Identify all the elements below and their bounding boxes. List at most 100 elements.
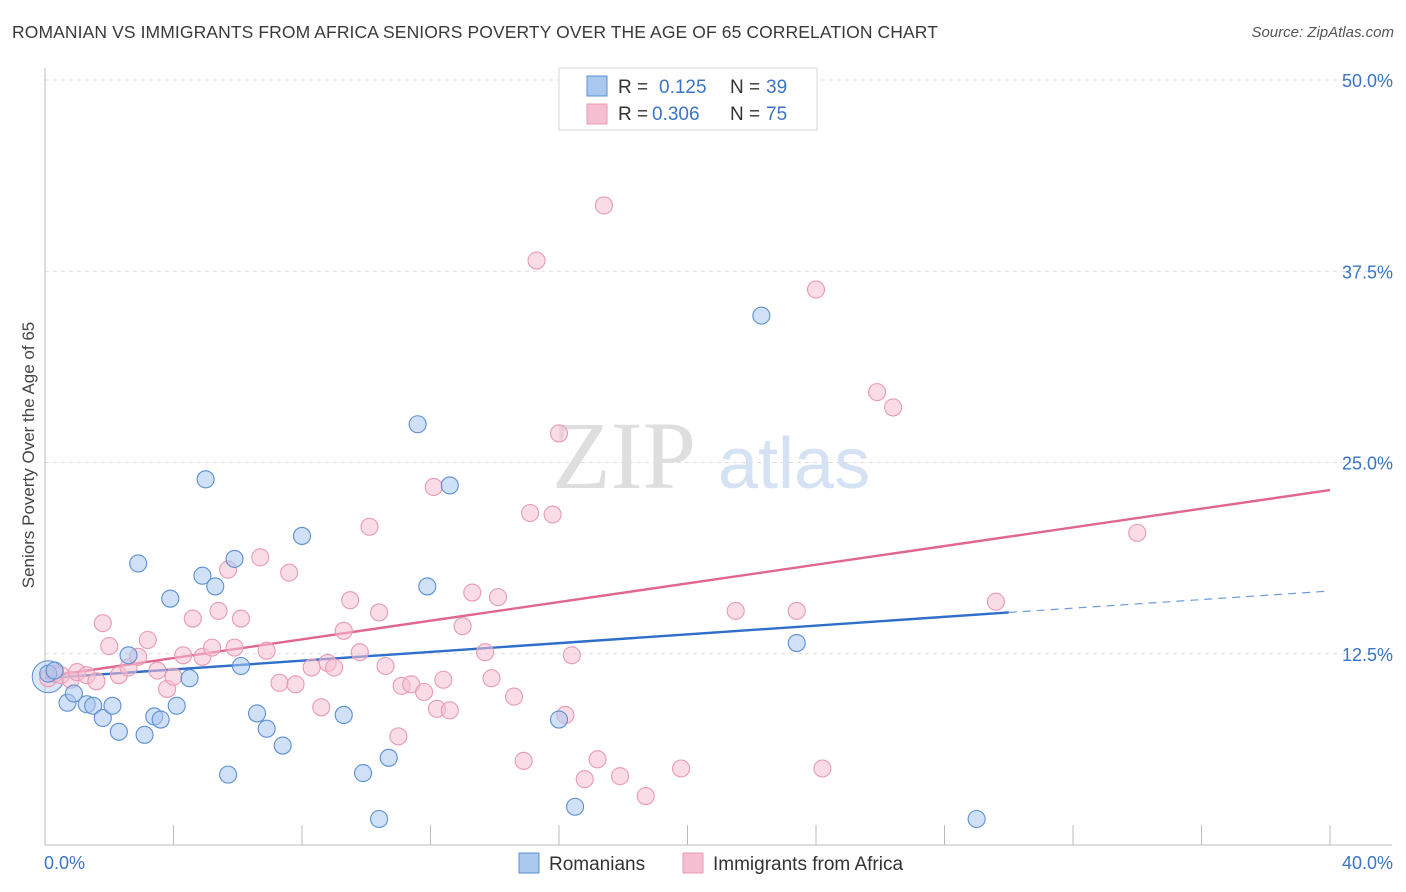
point-immigrant-13	[148, 661, 167, 680]
point-immigrant-54	[521, 503, 540, 523]
point-romanian-30	[379, 748, 398, 767]
x-tick-label-min: 0.0%	[44, 853, 85, 873]
point-immigrant-72	[986, 592, 1005, 611]
legend-swatch-romanians	[586, 75, 608, 97]
point-romanian-13	[151, 710, 170, 729]
legend-swatch-immigrants	[586, 103, 608, 125]
point-romanian-16	[180, 669, 199, 688]
legend-r-label-2: R =	[618, 104, 648, 125]
point-romanian-26	[292, 526, 312, 545]
point-immigrant-50	[482, 669, 501, 688]
watermark: ZIP atlas	[552, 402, 870, 509]
point-immigrant-19	[203, 638, 222, 657]
point-romanian-37	[787, 633, 806, 653]
x-tick-label-max: 40.0%	[1342, 853, 1393, 873]
source-credit: Source: ZipAtlas.com	[1251, 24, 1394, 41]
point-immigrant-22	[225, 638, 244, 657]
point-immigrant-69	[813, 759, 832, 778]
legend-n-label-1: N =	[730, 77, 760, 98]
point-immigrant-73	[1128, 523, 1147, 542]
point-romanian-35	[566, 797, 585, 816]
y-axis-title: Seniors Poverty Over the Age of 65	[19, 322, 38, 588]
y-tick-label-3: 50.0%	[1342, 71, 1393, 91]
tick-labels: 12.5% 25.0% 37.5% 50.0% 0.0% 40.0%	[44, 71, 1393, 873]
point-immigrant-32	[325, 658, 344, 677]
point-immigrant-56	[543, 505, 562, 524]
point-romanian-21	[225, 549, 244, 568]
point-immigrant-45	[434, 670, 453, 689]
watermark-zip: ZIP	[552, 402, 696, 509]
point-immigrant-68	[806, 280, 826, 299]
point-romanian-24	[257, 719, 276, 738]
point-romanian-28	[353, 764, 373, 783]
axes	[44, 68, 1392, 846]
y-tick-label-0: 12.5%	[1342, 645, 1393, 665]
point-immigrant-26	[270, 673, 289, 692]
point-immigrant-39	[389, 727, 408, 746]
point-immigrant-8	[100, 637, 119, 656]
point-immigrant-7	[93, 614, 112, 633]
point-romanian-11	[135, 725, 154, 744]
legend-n-label-2: N =	[730, 104, 760, 125]
point-romanian-18	[196, 470, 215, 489]
point-immigrant-24	[251, 548, 270, 567]
point-romanian-34	[549, 710, 569, 729]
point-immigrant-57	[549, 424, 569, 443]
point-romanian-19	[206, 577, 225, 596]
point-immigrant-36	[360, 517, 379, 536]
legend-bottom-label-immigrants: Immigrants from Africa	[713, 854, 903, 875]
watermark-atlas: atlas	[718, 424, 870, 504]
point-romanian-6	[93, 708, 112, 728]
point-immigrant-17	[183, 609, 202, 628]
legend-bottom-swatch-immigrants	[682, 852, 704, 874]
point-immigrant-53	[514, 751, 533, 770]
point-immigrant-67	[787, 601, 806, 620]
point-immigrant-46	[440, 701, 459, 720]
point-romanian-20	[219, 765, 238, 784]
point-immigrant-42	[415, 682, 434, 702]
point-immigrant-34	[341, 591, 360, 610]
legend-r-label-1: R =	[618, 77, 648, 98]
point-immigrant-43	[424, 477, 443, 497]
chart-title: ROMANIAN VS IMMIGRANTS FROM AFRICA SENIO…	[12, 22, 938, 42]
point-romanian-5	[84, 696, 103, 715]
point-romanian-17	[193, 566, 212, 585]
legend-bottom-label-romanians: Romanians	[549, 854, 645, 875]
point-immigrant-30	[312, 698, 331, 717]
point-immigrant-60	[575, 770, 594, 789]
point-immigrant-12	[138, 630, 157, 650]
legend-r-value-2: 0.306	[652, 104, 700, 125]
point-romanian-27	[334, 705, 353, 725]
point-romanian-33	[440, 476, 459, 495]
point-romanian-14	[161, 589, 180, 608]
point-immigrant-20	[209, 601, 228, 620]
point-immigrant-65	[672, 759, 691, 778]
point-romanian-36	[752, 306, 771, 325]
point-immigrant-55	[527, 251, 546, 270]
point-romanian-25	[273, 736, 292, 755]
point-immigrant-71	[884, 398, 903, 417]
point-immigrant-28	[286, 675, 305, 694]
point-romanian-7	[103, 696, 122, 715]
point-romanian-8	[109, 722, 128, 741]
point-romanian-31	[408, 415, 427, 434]
point-immigrant-15	[164, 667, 183, 686]
trend-line-romanians-extension	[1008, 590, 1331, 614]
y-tick-label-2: 37.5%	[1342, 262, 1393, 282]
point-immigrant-63	[610, 767, 630, 786]
point-immigrant-47	[453, 617, 472, 636]
point-romanian-3	[64, 684, 83, 703]
trend-line-romanians	[44, 611, 1009, 680]
point-immigrant-66	[726, 601, 745, 620]
point-immigrant-49	[476, 643, 495, 662]
point-immigrant-29	[302, 658, 321, 677]
point-immigrant-48	[463, 583, 482, 602]
point-immigrant-62	[594, 196, 614, 215]
point-immigrant-35	[350, 643, 369, 662]
point-immigrant-33	[334, 621, 353, 640]
legend-n-value-1: 39	[766, 77, 787, 98]
point-immigrant-27	[280, 563, 299, 582]
point-romanian-23	[247, 704, 267, 723]
trend-line-immigrants	[44, 488, 1331, 678]
